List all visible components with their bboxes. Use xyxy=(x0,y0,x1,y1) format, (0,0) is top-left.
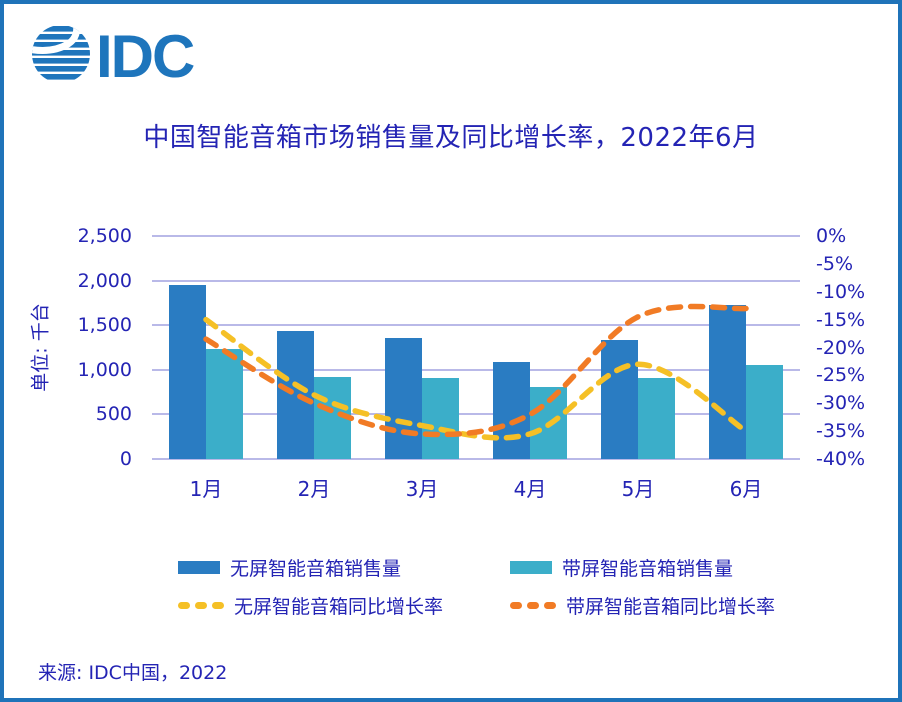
left-axis-tick: 1,500 xyxy=(77,314,132,337)
gridline xyxy=(152,413,800,416)
right-axis-tick: -15% xyxy=(816,308,866,331)
dashed-line-swatch-icon xyxy=(510,601,556,609)
right-axis-tick: -5% xyxy=(816,252,853,275)
left-axis-tick: 1,000 xyxy=(77,358,132,381)
right-axis-tick: -20% xyxy=(816,336,866,359)
bar-screenless xyxy=(169,285,206,459)
x-axis-label: 3月 xyxy=(405,477,439,501)
trend-lines-layer xyxy=(203,303,749,441)
bar-screened xyxy=(746,364,783,459)
legend-item-screenless-growth: 无屏智能音箱同比增长率 xyxy=(178,594,510,618)
bar-screened xyxy=(422,377,459,459)
growth-line-screened xyxy=(203,303,749,438)
chart: 单位: 千台 2,500 2,000 1,500 1,000 500 0 0% -5% -10… xyxy=(4,225,898,504)
gridline xyxy=(152,458,800,460)
x-axis-labels: 1月 2月 3月 4月 5月 6月 xyxy=(152,473,800,502)
plot-area xyxy=(152,235,800,460)
bar-screenless xyxy=(277,330,314,459)
right-axis-tick: -30% xyxy=(816,392,866,415)
right-axis-tick: -10% xyxy=(816,280,866,303)
bar-screenless xyxy=(709,304,746,459)
right-axis-ticks: 0% -5% -10% -15% -20% -25% -30% -35% -40% xyxy=(816,225,896,470)
legend-item-screened-growth: 带屏智能音箱同比增长率 xyxy=(510,594,842,618)
legend: 无屏智能音箱销售量 带屏智能音箱销售量 无屏智能音箱同比增长率 带屏智能音箱同比… xyxy=(178,556,898,618)
chart-title: 中国智能音箱市场销售量及同比增长率，2022年6月 xyxy=(143,123,759,153)
legend-label: 无屏智能音箱同比增长率 xyxy=(234,595,444,618)
legend-label: 无屏智能音箱销售量 xyxy=(230,557,402,580)
x-axis-label: 4月 xyxy=(513,477,547,501)
left-axis-ticks: 2,500 2,000 1,500 1,000 500 0 xyxy=(40,225,132,470)
bar-screenless xyxy=(493,361,530,459)
x-axis-label: 5月 xyxy=(621,477,655,501)
gridline xyxy=(152,368,800,371)
x-axis-label: 6月 xyxy=(729,477,763,501)
x-axis-label: 2月 xyxy=(297,477,331,501)
left-axis-tick: 500 xyxy=(95,403,132,426)
right-axis-tick: -25% xyxy=(816,364,866,387)
legend-item-screenless-sales: 无屏智能音箱销售量 xyxy=(178,556,510,580)
idc-logo-graphic: IDC xyxy=(32,23,196,90)
legend-label: 带屏智能音箱同比增长率 xyxy=(566,595,776,618)
bar-swatch-icon xyxy=(178,560,220,574)
bar-screenless xyxy=(385,337,422,459)
bar-swatch-icon xyxy=(510,560,552,574)
bar-screenless xyxy=(601,340,638,459)
gridline xyxy=(152,324,800,327)
source-note: 来源: IDC中国，2022 xyxy=(38,662,228,684)
right-axis-tick: -35% xyxy=(816,420,866,443)
legend-label: 带屏智能音箱销售量 xyxy=(562,557,734,580)
bar-screened xyxy=(206,349,243,459)
gridline xyxy=(152,279,800,282)
left-axis-tick: 2,000 xyxy=(77,269,132,292)
bar-screened xyxy=(638,377,675,459)
growth-line-screenless xyxy=(203,316,749,441)
left-axis-tick: 2,500 xyxy=(77,225,132,247)
striped-globe-icon xyxy=(32,25,90,80)
x-axis-label: 1月 xyxy=(189,477,223,501)
right-axis-tick: -40% xyxy=(816,448,866,470)
idc-logo-text: IDC xyxy=(96,23,194,86)
gridline xyxy=(152,235,800,237)
right-axis-tick: 0% xyxy=(816,225,847,247)
dashed-line-swatch-icon xyxy=(178,601,224,609)
left-axis-tick: 0 xyxy=(119,448,132,470)
idc-logo: IDC xyxy=(30,22,230,90)
legend-item-screened-sales: 带屏智能音箱销售量 xyxy=(510,556,842,580)
